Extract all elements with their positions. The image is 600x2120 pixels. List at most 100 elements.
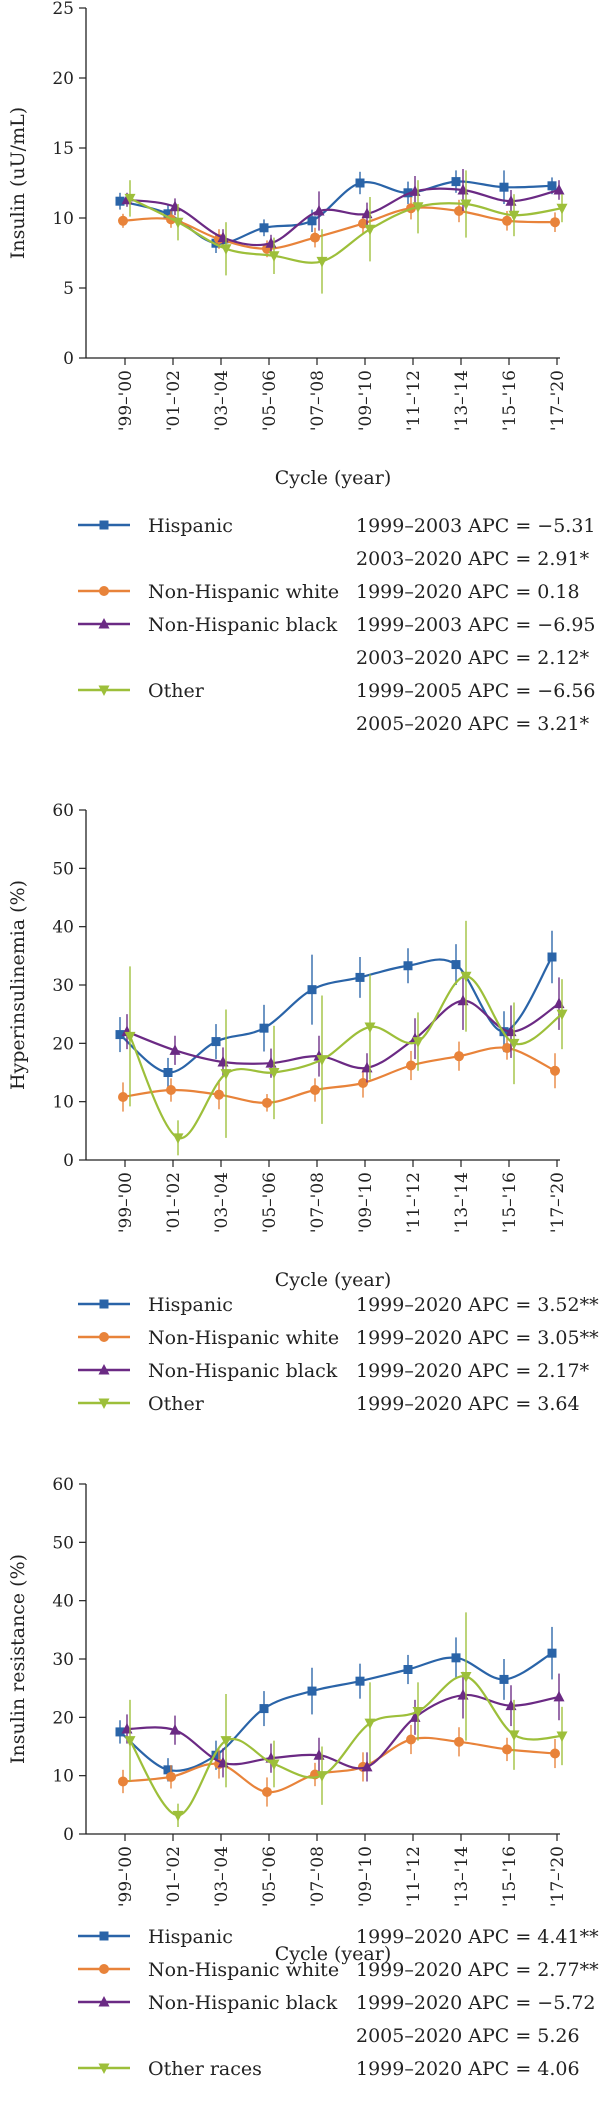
data-point: [307, 216, 317, 226]
x-tick-label: '03–'04: [212, 370, 232, 431]
x-tick-label: '03–'04: [212, 1846, 232, 1907]
series-other: [124, 170, 568, 294]
x-tick-label: '13–'14: [452, 1172, 472, 1233]
legend-apc: 2005–2020 APC = 5.26: [356, 2025, 580, 2047]
legend-apc: 1999–2005 APC = −6.56: [356, 680, 596, 702]
data-point: [115, 1727, 125, 1737]
data-point: [502, 215, 512, 226]
y-axis-label: Insulin (uU/mL): [7, 107, 29, 259]
data-point: [556, 1731, 568, 1742]
series-line: [126, 1693, 560, 1770]
data-point: [451, 1653, 461, 1663]
data-point: [451, 960, 461, 970]
data-point: [316, 1055, 328, 1066]
y-tick-label: 10: [52, 1093, 74, 1113]
legend-label: Other: [148, 1393, 205, 1415]
data-point: [211, 1037, 221, 1047]
legend-item-black: Non-Hispanic black 1999–2003 APC = −6.95 2…: [78, 614, 596, 669]
data-point: [547, 181, 557, 191]
x-tick-label: '03–'04: [212, 1172, 232, 1233]
series-line: [119, 956, 553, 1074]
data-point: [502, 1744, 512, 1755]
legend-marker: [99, 1931, 109, 1941]
legend-apc: 1999–2020 APC = −5.72: [356, 1992, 596, 2014]
legend-item-other: Other 1999–2005 APC = −6.56 2005–2020 APC …: [78, 680, 596, 735]
chart-panel-2: 0 10 20 30 40 50 60 '99–'00 '01–'02 '03–'04 '05–'0…: [7, 801, 599, 1415]
chart-panel-3: 0 10 20 30 40 50 60 '99–'00 '01–'02 '03–'04 '05–'0…: [7, 1475, 599, 2080]
data-point: [220, 1736, 232, 1747]
y-tick-label: 30: [52, 1650, 74, 1670]
x-tick-label: '09–'10: [356, 1172, 376, 1233]
y-tick-label: 10: [52, 209, 74, 229]
x-tick-label: '11–'12: [404, 1846, 424, 1907]
x-tick-label: '15–'16: [500, 1172, 520, 1233]
y-tick-label: 50: [52, 859, 74, 879]
legend-apc: 1999–2003 APC = −5.31: [356, 515, 596, 537]
data-point: [364, 1022, 376, 1033]
data-point: [502, 1043, 512, 1053]
data-point: [316, 1771, 328, 1782]
legend-apc: 1999–2020 APC = 2.77**: [356, 1959, 599, 1981]
data-point: [268, 1759, 280, 1770]
data-point: [259, 1704, 269, 1714]
data-point: [211, 1750, 221, 1760]
legend-marker: [99, 520, 109, 530]
series-other: [124, 920, 568, 1156]
legend-label: Hispanic: [148, 1926, 233, 1948]
series-black: [121, 971, 565, 1083]
data-point: [214, 1089, 224, 1100]
data-point: [508, 210, 520, 222]
data-point: [547, 952, 557, 962]
series-line: [122, 206, 556, 250]
series-line: [129, 975, 563, 1139]
data-point: [358, 1078, 368, 1088]
series-line: [119, 1652, 553, 1772]
data-point: [262, 1787, 272, 1797]
y-tick-label: 25: [52, 0, 74, 19]
data-point: [412, 202, 424, 213]
data-point: [268, 1068, 280, 1079]
series-other: [124, 1612, 568, 1827]
legend-item-other: Other 1999–2020 APC = 3.64: [78, 1393, 580, 1415]
legend-item-black: Non-Hispanic black 1999–2020 APC = −5.72 2…: [78, 1992, 596, 2047]
y-tick-label: 50: [52, 1533, 74, 1553]
y-axis-label: Insulin resistance (%): [7, 1554, 29, 1764]
data-point: [556, 1009, 568, 1021]
data-point: [460, 199, 472, 210]
data-point: [268, 251, 280, 262]
series-line: [129, 1675, 563, 1817]
y-tick-label: 0: [63, 1151, 74, 1171]
x-tick-label: '07–'08: [308, 1172, 328, 1233]
data-point: [166, 1085, 176, 1095]
legend-item-black: Non-Hispanic black 1999–2020 APC = 2.17*: [78, 1360, 590, 1382]
legend-apc: 1999–2020 APC = 4.41**: [356, 1926, 599, 1948]
legend-label: Other races: [148, 2058, 262, 2080]
data-point: [118, 1776, 128, 1787]
legend-marker: [98, 1398, 110, 1409]
legend-label: Hispanic: [148, 1294, 233, 1316]
series-line: [126, 999, 560, 1070]
data-point: [451, 177, 461, 187]
x-tick-label: '05–'06: [260, 370, 280, 431]
x-tick-label: '09–'10: [356, 1846, 376, 1907]
data-point: [499, 1674, 509, 1684]
x-tick-label: '17–'20: [548, 1846, 568, 1907]
data-point: [166, 1771, 176, 1782]
legend-apc: 2003–2020 APC = 2.12*: [356, 647, 590, 669]
data-point: [412, 1707, 424, 1718]
data-point: [550, 1748, 560, 1759]
data-point: [553, 1690, 565, 1702]
x-tick-label: '11–'12: [404, 1172, 424, 1233]
y-tick-label: 20: [52, 1708, 74, 1728]
series-line: [129, 197, 563, 264]
legend-marker: [99, 1332, 109, 1342]
data-point: [163, 1068, 173, 1077]
data-point: [172, 1133, 184, 1144]
y-tick-label: 5: [63, 279, 74, 299]
x-tick-label: '17–'20: [548, 1172, 568, 1233]
series-white: [118, 1036, 560, 1112]
series-hispanic: [115, 1626, 557, 1782]
y-tick-label: 30: [52, 976, 74, 996]
legend-apc: 1999–2020 APC = 3.64: [356, 1393, 580, 1415]
x-tick-label: '05–'06: [260, 1846, 280, 1907]
